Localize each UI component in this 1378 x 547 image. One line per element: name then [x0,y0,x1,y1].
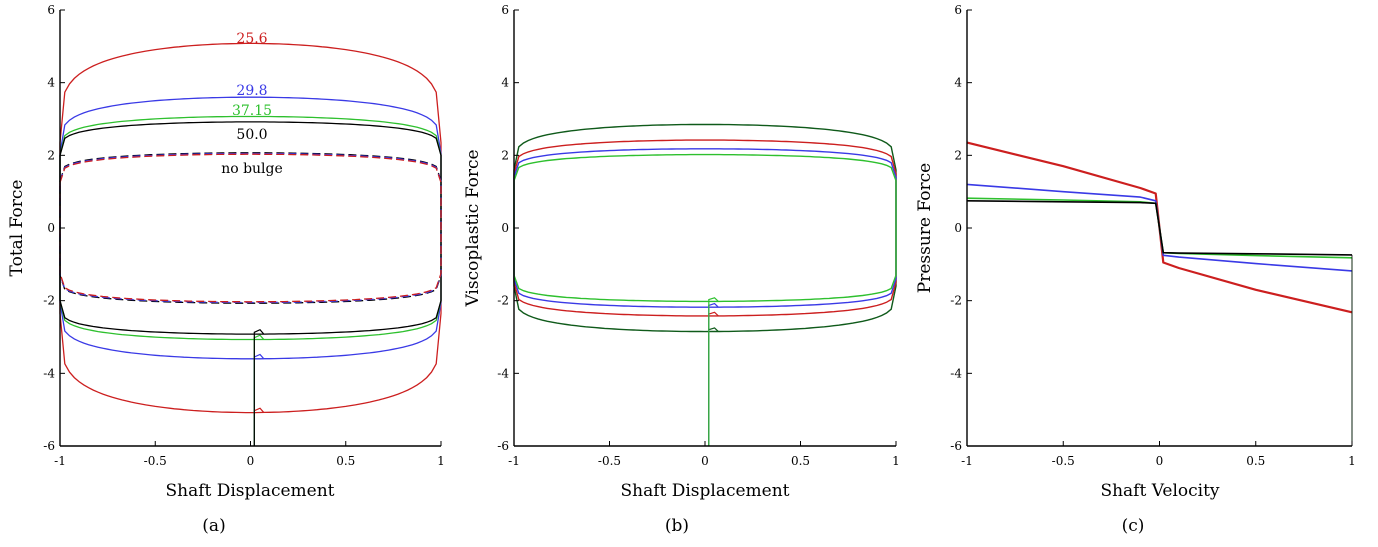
panel-a-ticks: -6 -4 -2 0 2 4 6 -1 -0.5 0 0.5 1 [43,3,445,468]
x-tick-label: 1 [437,454,445,468]
panel-a-annotations: 25.6 29.8 37.15 50.0 no bulge [221,31,283,177]
panel-a-caption: (a) [202,516,225,536]
x-tick-label: -1 [961,454,973,468]
y-tick-label: -6 [497,439,509,453]
y-tick-label: 0 [954,221,962,235]
annotation-25-6: 25.6 [236,31,267,47]
x-tick-label: 0.5 [336,454,355,468]
y-tick-label: 4 [954,76,962,90]
y-tick-label: 2 [954,148,962,162]
series-spike [253,353,265,446]
panel-b-x-axis-label: Shaft Displacement [620,481,789,501]
y-tick-label: 6 [501,3,509,17]
series-spike [253,329,265,446]
panel-a: 25.6 29.8 37.15 50.0 no bulge -6 -4 -2 0 2 4 6… [7,3,445,536]
y-tick-label: -4 [43,366,55,380]
x-tick-label: 0 [701,454,709,468]
series-spike [708,311,719,446]
series-line [513,123,897,333]
x-tick-label: -0.5 [1052,454,1075,468]
y-tick-label: 0 [47,221,55,235]
panel-c-caption: (c) [1122,516,1145,536]
y-tick-label: -2 [43,294,55,308]
annotation-50-0: 50.0 [236,127,267,143]
annotation-29-8: 29.8 [236,83,267,99]
panel-b-series [513,123,897,446]
series-spike [253,334,265,446]
x-tick-label: 1 [892,454,900,468]
panel-a-series [59,42,442,446]
panel-a-axes [59,10,441,447]
series-line [59,153,442,303]
series-line [513,139,897,317]
x-tick-label: -1 [54,454,66,468]
annotation-37-15: 37.15 [232,103,272,119]
y-tick-label: -6 [950,439,962,453]
series-spike [708,327,719,446]
series-line [966,200,1353,256]
annotation-no-bulge: no bulge [221,161,283,177]
panel-b-axes [513,10,896,447]
x-tick-label: 0.5 [1246,454,1265,468]
y-tick-label: 6 [47,3,55,17]
panel-c: -6 -4 -2 0 2 4 6 -1 -0.5 0 0.5 1 Shaft Velocity Pre… [915,3,1356,536]
series-line [513,153,897,303]
panel-a-x-axis-label: Shaft Displacement [165,481,334,501]
x-tick-label: 1 [1348,454,1356,468]
panel-c-x-axis-label: Shaft Velocity [1100,481,1219,501]
y-tick-label: -4 [950,366,962,380]
y-tick-label: 4 [47,76,55,90]
x-tick-label: 0 [1156,454,1164,468]
series-line [59,115,442,341]
x-tick-label: -1 [508,454,520,468]
panel-c-series [966,141,1353,446]
series-line [59,42,442,414]
x-tick-label: 0.5 [791,454,810,468]
y-tick-label: -6 [43,439,55,453]
panel-b-caption: (b) [665,516,689,536]
y-tick-label: 4 [501,76,509,90]
series-line [513,148,897,308]
y-tick-label: 0 [501,221,509,235]
series-spike [708,297,719,446]
series-spike [708,302,719,446]
panel-b: -6 -4 -2 0 2 4 6 -1 -0.5 0 0.5 1 Shaft Displacement… [463,3,900,536]
y-tick-label: -2 [497,294,509,308]
y-tick-label: 6 [954,3,962,17]
panel-c-ticks: -6 -4 -2 0 2 4 6 -1 -0.5 0 0.5 1 [950,3,1356,468]
panel-a-y-axis-label: Total Force [7,180,27,277]
panel-b-ticks: -6 -4 -2 0 2 4 6 -1 -0.5 0 0.5 1 [497,3,900,468]
y-tick-label: 2 [47,148,55,162]
y-tick-label: -4 [497,366,509,380]
x-tick-label: -0.5 [144,454,167,468]
y-tick-label: -2 [950,294,962,308]
panel-b-y-axis-label: Viscoplastic Force [463,149,483,307]
series-spike [253,407,265,446]
series-line [59,121,442,335]
x-tick-label: 0 [247,454,255,468]
panel-c-y-axis-label: Pressure Force [915,163,935,293]
y-tick-label: 2 [501,148,509,162]
x-tick-label: -0.5 [598,454,621,468]
